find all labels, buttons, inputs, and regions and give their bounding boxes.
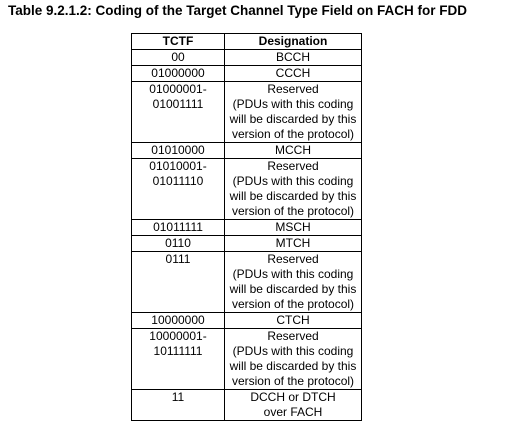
designation-cell: MSCH bbox=[224, 219, 362, 236]
tctf-value: 01001111 bbox=[152, 97, 204, 111]
designation-value: MCCH bbox=[275, 143, 311, 157]
designation-value: (PDUs with this coding bbox=[232, 97, 354, 111]
designation-value: CTCH bbox=[276, 313, 310, 327]
tctf-cell: 10000000 bbox=[131, 312, 225, 329]
designation-value: version of the protocol) bbox=[231, 374, 355, 388]
tctf-value: 10000000 bbox=[151, 313, 205, 327]
tctf-cell: 01010001- 01011110 bbox=[131, 158, 225, 220]
designation-value: BCCH bbox=[275, 50, 310, 64]
table-row: 01000001- 01001111 Reserved (PDUs with this… bbox=[131, 81, 362, 143]
designation-cell: CCCH bbox=[224, 65, 362, 82]
table-row: 01011111 MSCH bbox=[131, 219, 362, 236]
tctf-cell: 01010000 bbox=[131, 142, 225, 159]
designation-value: Reserved bbox=[267, 252, 319, 266]
tctf-value: 0111 bbox=[165, 252, 191, 266]
table-row: 01010001- 01011110 Reserved (PDUs with this… bbox=[131, 158, 362, 220]
designation-cell: Reserved (PDUs with this coding will be di… bbox=[224, 328, 362, 390]
tctf-cell: 01011111 bbox=[131, 219, 225, 236]
tctf-value: 01000001- bbox=[149, 82, 207, 96]
designation-cell: MCCH bbox=[224, 142, 362, 159]
tctf-cell: 10000001- 10111111 bbox=[131, 328, 225, 390]
tctf-value: 01010001- bbox=[149, 159, 207, 173]
header-tctf: TCTF bbox=[131, 33, 225, 50]
header-row: TCTF Designation bbox=[131, 33, 362, 50]
tctf-coding-table: TCTF Designation 00 BCCH 01000000 CCCH 01000… bbox=[131, 33, 362, 421]
header-designation: Designation bbox=[224, 33, 362, 50]
designation-value: (PDUs with this coding bbox=[232, 344, 354, 358]
tctf-cell: 01000001- 01001111 bbox=[131, 81, 225, 143]
table-row: 0110 MTCH bbox=[131, 235, 362, 252]
designation-cell: Reserved (PDUs with this coding will be di… bbox=[224, 81, 362, 143]
tctf-value: 0110 bbox=[165, 236, 191, 250]
designation-value: version of the protocol) bbox=[231, 204, 355, 218]
tctf-cell: 0110 bbox=[131, 235, 225, 252]
tctf-value: 11 bbox=[171, 390, 185, 404]
tctf-value: 10000001- bbox=[149, 329, 207, 343]
table-row: 00 BCCH bbox=[131, 49, 362, 66]
designation-value: Reserved bbox=[267, 159, 319, 173]
tctf-value: 01011111 bbox=[153, 220, 203, 234]
designation-value: MSCH bbox=[275, 220, 311, 234]
tctf-value: 10111111 bbox=[153, 344, 203, 358]
tctf-value: 00 bbox=[171, 50, 185, 64]
table-row: 0111 Reserved (PDUs with this coding will b… bbox=[131, 251, 362, 313]
designation-value: MTCH bbox=[275, 236, 311, 250]
tctf-cell: 11 bbox=[131, 389, 225, 421]
table-row: 11 DCCH or DTCH over FACH bbox=[131, 389, 362, 421]
table-body: 00 BCCH 01000000 CCCH 01000001- 01001111 Reser… bbox=[131, 49, 362, 421]
designation-value: will be discarded by this bbox=[229, 189, 357, 203]
designation-value: will be discarded by this bbox=[229, 359, 357, 373]
designation-value: (PDUs with this coding bbox=[232, 267, 354, 281]
table-row: 10000000 CTCH bbox=[131, 312, 362, 329]
designation-value: Reserved bbox=[267, 82, 319, 96]
designation-value: over FACH bbox=[263, 405, 323, 419]
designation-cell: CTCH bbox=[224, 312, 362, 329]
designation-value: version of the protocol) bbox=[231, 127, 355, 141]
tctf-value: 01000000 bbox=[151, 66, 205, 80]
designation-cell: MTCH bbox=[224, 235, 362, 252]
tctf-cell: 01000000 bbox=[131, 65, 225, 82]
tctf-value: 01011110 bbox=[152, 174, 204, 188]
designation-value: CCCH bbox=[275, 66, 311, 80]
designation-value: will be discarded by this bbox=[229, 282, 357, 296]
table-caption: Table 9.2.1.2: Coding of the Target Chan… bbox=[8, 3, 468, 18]
tctf-cell: 0111 bbox=[131, 251, 225, 313]
designation-value: DCCH or DTCH bbox=[250, 390, 336, 404]
designation-value: (PDUs with this coding bbox=[232, 174, 354, 188]
table-row: 01010000 MCCH bbox=[131, 142, 362, 159]
table-row: 01000000 CCCH bbox=[131, 65, 362, 82]
designation-cell: Reserved (PDUs with this coding will be di… bbox=[224, 251, 362, 313]
designation-cell: BCCH bbox=[224, 49, 362, 66]
tctf-cell: 00 bbox=[131, 49, 225, 66]
designation-cell: DCCH or DTCH over FACH bbox=[224, 389, 362, 421]
tctf-value: 01010000 bbox=[151, 143, 205, 157]
table-row: 10000001- 10111111 Reserved (PDUs with this… bbox=[131, 328, 362, 390]
designation-value: Reserved bbox=[267, 329, 319, 343]
designation-value: will be discarded by this bbox=[229, 112, 357, 126]
designation-cell: Reserved (PDUs with this coding will be di… bbox=[224, 158, 362, 220]
designation-value: version of the protocol) bbox=[231, 297, 355, 311]
